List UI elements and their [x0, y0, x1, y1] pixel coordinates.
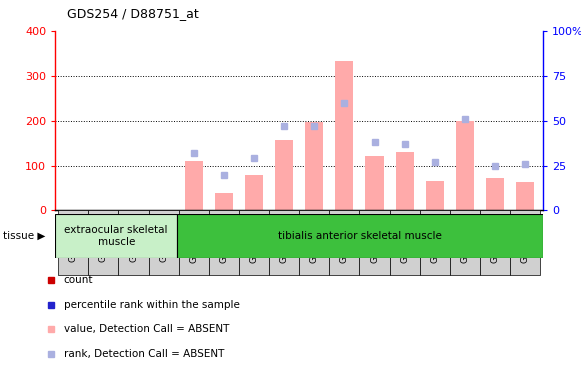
Bar — [269, 210, 299, 275]
Bar — [119, 210, 149, 275]
Bar — [360, 210, 390, 275]
Text: GSM4242: GSM4242 — [69, 220, 78, 262]
Text: tibialis anterior skeletal muscle: tibialis anterior skeletal muscle — [278, 231, 442, 241]
Text: GSM5554: GSM5554 — [220, 219, 228, 263]
Bar — [426, 181, 444, 210]
Text: percentile rank within the sample: percentile rank within the sample — [63, 300, 239, 310]
Bar — [486, 178, 504, 210]
Bar — [215, 193, 233, 210]
Text: tissue ▶: tissue ▶ — [3, 231, 45, 241]
Bar — [480, 210, 510, 275]
Bar — [396, 152, 414, 210]
Text: count: count — [63, 275, 93, 285]
Bar — [419, 210, 450, 275]
Text: GSM5564: GSM5564 — [460, 219, 469, 263]
Text: GSM5555: GSM5555 — [249, 219, 259, 263]
Text: GSM5561: GSM5561 — [370, 219, 379, 263]
Bar — [516, 182, 534, 210]
Text: GSM5560: GSM5560 — [340, 219, 349, 263]
Bar — [510, 210, 540, 275]
Text: GSM5553: GSM5553 — [189, 219, 198, 263]
Text: GSM5562: GSM5562 — [400, 219, 409, 263]
Bar — [450, 210, 480, 275]
Bar — [456, 121, 474, 210]
Bar — [390, 210, 419, 275]
Bar — [275, 140, 293, 210]
Bar — [365, 156, 383, 210]
Text: extraocular skeletal
muscle: extraocular skeletal muscle — [64, 225, 168, 247]
Bar — [88, 210, 119, 275]
Bar — [55, 214, 177, 258]
Text: GSM5563: GSM5563 — [431, 219, 439, 263]
Text: rank, Detection Call = ABSENT: rank, Detection Call = ABSENT — [63, 349, 224, 359]
Text: GSM4243: GSM4243 — [99, 219, 108, 262]
Text: GSM5566: GSM5566 — [521, 219, 530, 263]
Text: GSM4244: GSM4244 — [129, 220, 138, 262]
Bar — [58, 210, 88, 275]
Text: GDS254 / D88751_at: GDS254 / D88751_at — [67, 7, 199, 20]
Text: GSM4245: GSM4245 — [159, 219, 168, 262]
Bar — [185, 161, 203, 210]
Bar — [329, 210, 360, 275]
Bar — [177, 214, 543, 258]
Bar — [335, 61, 353, 210]
Bar — [179, 210, 209, 275]
Bar — [245, 175, 263, 210]
Bar — [149, 210, 179, 275]
Text: value, Detection Call = ABSENT: value, Detection Call = ABSENT — [63, 324, 229, 335]
Bar — [239, 210, 269, 275]
Bar — [209, 210, 239, 275]
Text: GSM5565: GSM5565 — [490, 219, 500, 263]
Bar — [299, 210, 329, 275]
Text: GSM5557: GSM5557 — [279, 219, 289, 263]
Text: GSM5559: GSM5559 — [310, 219, 319, 263]
Bar — [305, 122, 323, 210]
